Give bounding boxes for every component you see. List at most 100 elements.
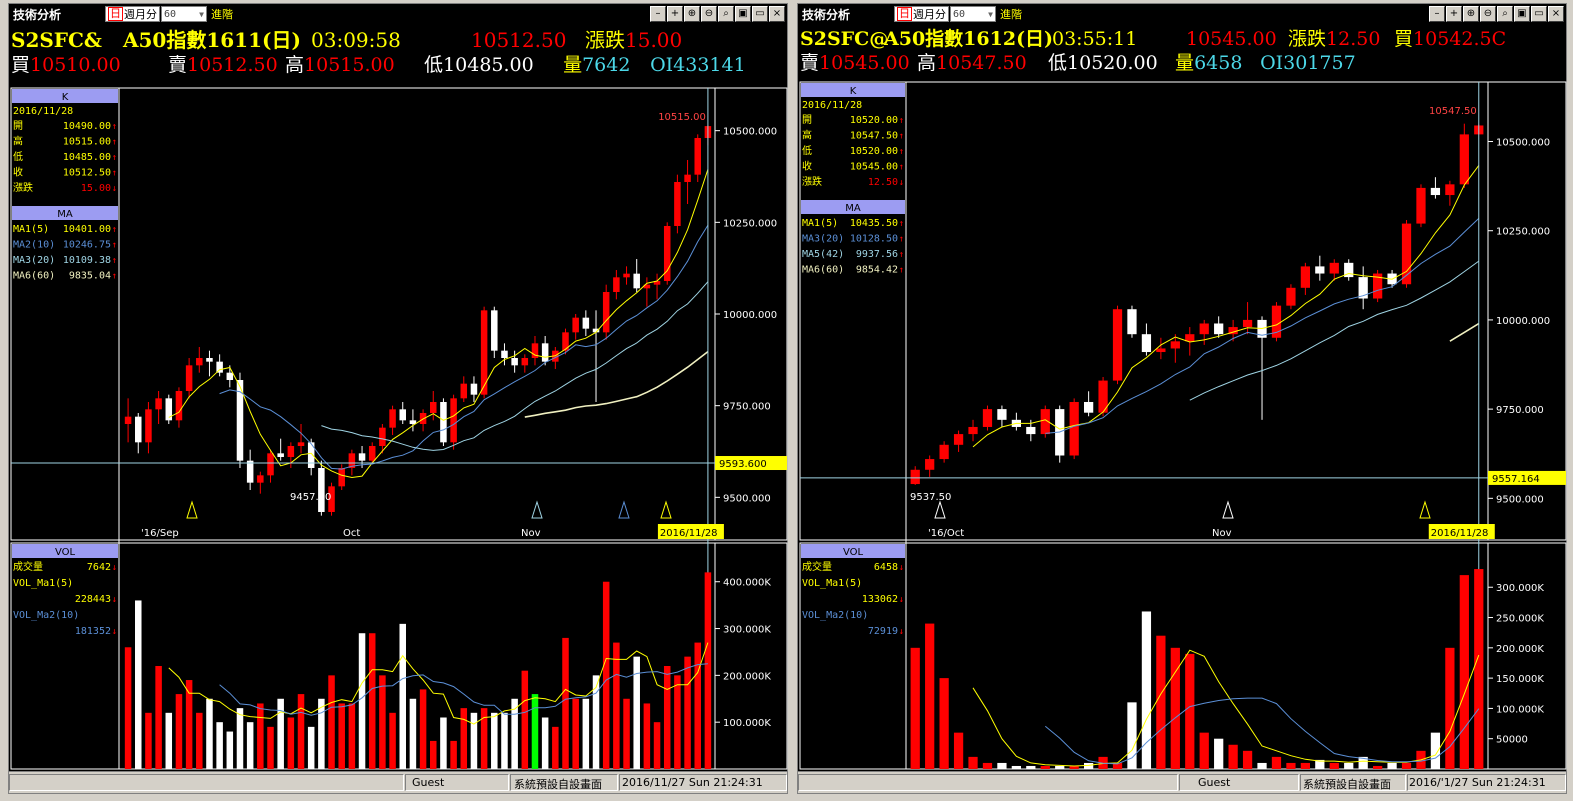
find-icon[interactable]: ⌕ — [1497, 6, 1513, 22]
candle-body — [318, 468, 325, 512]
vol-axis-label: 100.000K — [723, 718, 771, 729]
volume-bar — [1185, 653, 1195, 769]
timeframe-selector[interactable]: 日週月分 — [105, 6, 160, 22]
date-axis-label: '16/Sep — [141, 528, 179, 539]
candle-body — [185, 365, 193, 391]
candle-body — [674, 182, 681, 226]
volume-bar — [1358, 756, 1368, 769]
k-row-label: 漲跌 — [802, 175, 822, 188]
timeframe-day[interactable]: 日 — [108, 7, 123, 21]
find-icon[interactable]: ⌕ — [718, 6, 734, 22]
add-icon[interactable]: + — [667, 6, 683, 22]
candle-body — [175, 391, 183, 421]
minimize-icon[interactable]: – — [650, 6, 666, 22]
candle-body — [1373, 273, 1383, 299]
close-icon[interactable]: × — [1548, 6, 1564, 22]
interval-select[interactable]: 60 ▼ — [161, 6, 207, 22]
advanced-link[interactable]: 進階 — [1000, 8, 1022, 21]
advanced-link[interactable]: 進階 — [211, 8, 233, 21]
volume-bar — [206, 698, 213, 769]
interval-select[interactable]: 60 ▼ — [950, 6, 996, 22]
change-value: 12.50 — [1326, 28, 1381, 50]
timeframe-rest[interactable]: 週月分 — [913, 8, 946, 21]
timeframe-selector[interactable]: 日週月分 — [894, 6, 949, 22]
volume-bar — [389, 712, 396, 769]
volume-bar — [623, 698, 630, 769]
vol-panel-header-bg — [801, 544, 905, 558]
volume-bar — [704, 572, 712, 769]
zoom-in-icon[interactable]: ⊕ — [684, 6, 700, 22]
add-icon[interactable]: + — [1446, 6, 1462, 22]
candle-body — [1286, 287, 1296, 306]
contract-name: A50指數1612(日) — [884, 28, 1054, 50]
candle-body — [592, 328, 600, 333]
quote-line-1: S2SFC& A50指數1611(日) 03:09:58 10512.50 漲跌… — [9, 24, 787, 52]
volume-bar — [185, 680, 193, 769]
candle-body — [1214, 323, 1224, 335]
candle-body — [246, 460, 254, 483]
ma-line — [168, 169, 709, 479]
timeframe-rest[interactable]: 週月分 — [124, 8, 157, 21]
ma-line — [219, 224, 709, 470]
k-row-value: 10515.00 — [63, 137, 111, 148]
vol-row-value: 228443 — [75, 594, 111, 605]
candle-body — [1315, 266, 1325, 274]
candle-body — [531, 343, 539, 358]
candle-body — [399, 409, 406, 421]
status-bar: Guest 系統預設自設畫面 2016/11/27 Sun 21:24:31 — [9, 771, 787, 793]
candle-body — [368, 446, 376, 461]
volume-bar — [953, 732, 964, 769]
status-layout: 系統預設自設畫面 — [514, 778, 602, 791]
open-interest: OI433141 — [650, 54, 746, 76]
candle-body — [135, 416, 142, 443]
k-row-value: 10545.00 — [850, 162, 898, 173]
symbol: S2SFC& — [11, 28, 102, 52]
volume-bar — [379, 675, 386, 769]
save-icon[interactable]: ▣ — [1514, 6, 1530, 22]
candle-body — [1127, 309, 1137, 335]
volume-bar — [613, 642, 620, 769]
zoom-in-icon[interactable]: ⊕ — [1463, 6, 1479, 22]
volume-bar — [216, 722, 223, 769]
volume-bar — [1242, 750, 1253, 769]
candle-body — [1112, 309, 1123, 381]
volume-bar — [1401, 762, 1412, 769]
price-chart-frame — [799, 81, 1567, 541]
quote-time: 03:55:11 — [1052, 28, 1138, 50]
volume-bar — [1329, 762, 1339, 769]
candle-body — [939, 444, 949, 460]
zoom-out-icon[interactable]: ⊖ — [1480, 6, 1496, 22]
down-arrow-icon: ↓ — [112, 627, 117, 637]
volume-bar — [521, 670, 529, 769]
zoom-out-icon[interactable]: ⊖ — [701, 6, 717, 22]
timeframe-day[interactable]: 日 — [897, 7, 912, 21]
close-icon[interactable]: × — [769, 6, 785, 22]
quote-line-2: 賣 10545.00 高 10547.50 低 10520.00 量 6458 … — [798, 48, 1566, 74]
interval-value: 60 — [164, 8, 177, 20]
candle-body — [480, 310, 488, 395]
minimize-icon[interactable]: – — [1429, 6, 1445, 22]
k-row-label: 開 — [13, 120, 23, 132]
cursor-date-bg — [657, 524, 724, 539]
high-marker: 10547.50 — [1429, 106, 1477, 117]
low-value: 10520.00 — [1067, 52, 1158, 74]
ma-panel-header-bg — [801, 200, 905, 214]
k-row-label: 高 — [13, 135, 23, 148]
k-row-value: 10520.00 — [850, 146, 898, 157]
price-axis-label: 9750.000 — [1496, 405, 1544, 416]
up-arrow-icon: ↑ — [899, 219, 904, 229]
restore-icon[interactable]: ▭ — [1531, 6, 1547, 22]
k-panel-header-bg — [12, 89, 118, 103]
low-marker: 9537.50 — [910, 492, 951, 503]
save-icon[interactable]: ▣ — [735, 6, 751, 22]
candle-body — [602, 292, 610, 333]
candle-body — [1242, 319, 1253, 328]
volume-bar — [602, 581, 610, 769]
volume-bar — [1156, 635, 1166, 769]
status-cell-layout: 系統預設自設畫面 — [510, 774, 618, 791]
toolbar-icons: – + ⊕ ⊖ ⌕ ▣ ▭ × — [650, 6, 785, 22]
volume-bar — [1170, 647, 1180, 769]
restore-icon[interactable]: ▭ — [752, 6, 768, 22]
